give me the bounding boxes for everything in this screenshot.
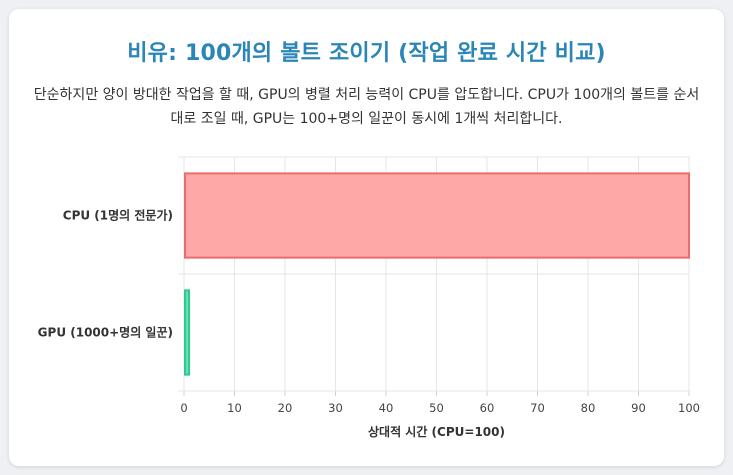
bar-gpu [184, 289, 191, 376]
x-tick-label: 90 [631, 401, 646, 415]
chart-title: 비유: 100개의 볼트 조이기 (작업 완료 시간 비교) [127, 41, 606, 66]
bar-cpu [184, 172, 690, 259]
x-tick-label: 50 [429, 401, 444, 415]
x-tick-label: 0 [180, 401, 187, 415]
x-tick-label: 80 [581, 401, 596, 415]
labels: 0 10 20 30 40 50 60 70 80 90 100 CPU (1명의 전문가) GPU (… [38, 208, 700, 440]
x-tick-label: 10 [227, 401, 242, 415]
bars [184, 172, 690, 376]
x-tick-label: 20 [278, 401, 293, 415]
x-tick-label: 60 [480, 401, 495, 415]
chart-description: 단순하지만 양이 방대한 작업을 할 때, GPU의 병렬 처리 능력이 CPU… [33, 87, 700, 127]
x-tick-label: 40 [379, 401, 394, 415]
x-tick-label: 70 [530, 401, 545, 415]
x-axis-title: 상대적 시간 (CPU=100) [368, 424, 505, 439]
x-tick-label: 30 [328, 401, 343, 415]
category-label: CPU (1명의 전문가) [63, 208, 173, 223]
category-label: GPU (1000+명의 일꾼) [38, 325, 173, 340]
x-tick-label: 100 [678, 401, 700, 415]
